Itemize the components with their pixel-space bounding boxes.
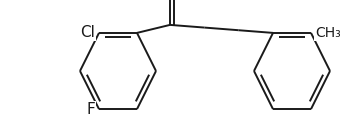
Text: Cl: Cl xyxy=(80,25,95,40)
Text: F: F xyxy=(86,102,95,117)
Text: CH₃: CH₃ xyxy=(315,26,341,40)
